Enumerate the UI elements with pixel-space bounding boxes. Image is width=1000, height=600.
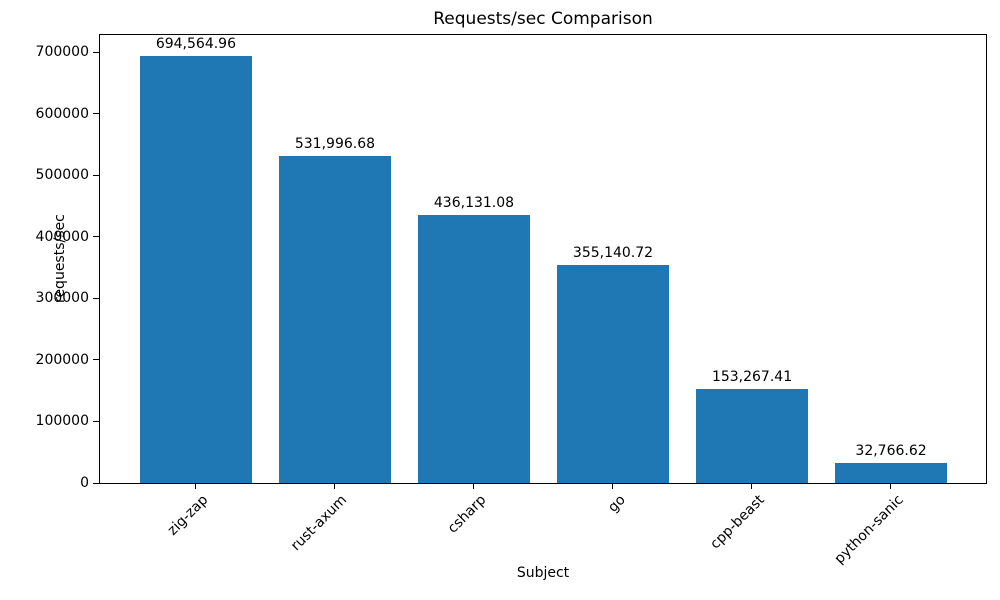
x-tick-label: cpp-beast [706,492,768,553]
y-tick-label: 500000 [35,167,89,184]
x-tick-mark [472,484,474,489]
y-tick-label: 200000 [35,351,89,368]
y-tick-mark [93,236,99,238]
bar-value-label: 32,766.62 [855,442,927,459]
x-tick-mark [890,484,892,489]
y-tick-mark [93,51,99,53]
x-tick-label: go [604,492,629,516]
bar-value-label: 153,267.41 [711,368,793,385]
chart-bar [557,264,669,483]
y-tick-label: 700000 [35,44,89,61]
chart-title: Requests/sec Comparison [433,9,653,29]
x-tick-mark [612,484,613,489]
x-tick-label: rust-axum [288,492,351,555]
x-tick-mark [194,484,196,489]
chart-bar [279,155,391,483]
y-tick-label: 100000 [35,413,89,430]
chart-bar [835,462,947,483]
bar-value-label: 531,996.68 [294,135,376,152]
chart-bar [696,388,808,483]
y-tick-mark [93,482,99,484]
y-tick-label: 0 [80,475,89,491]
x-tick-label: python-sanic [831,492,907,568]
plot-area: 694,564.96 531,996.68 436,131.08 355,140.72… [99,34,987,484]
chart-bar [418,214,530,483]
x-tick-label: csharp [444,492,490,537]
bar-value-label: 694,564.96 [155,35,236,52]
bar-value-label: 436,131.08 [433,194,515,211]
y-tick-mark [93,359,99,361]
y-tick-mark [93,420,99,422]
x-axis-label: Subject [516,565,570,581]
y-tick-label: 600000 [35,105,89,122]
x-tick-label: zig-zap [164,492,212,539]
bar-value-label: 355,140.72 [572,244,654,261]
y-tick-label: 400000 [35,228,89,245]
chart-bar [140,55,252,483]
x-tick-mark [333,484,335,489]
y-tick-label: 300000 [35,290,89,307]
y-tick-mark [93,297,99,299]
y-tick-mark [93,113,99,115]
x-tick-mark [751,484,753,489]
y-tick-mark [93,174,99,176]
